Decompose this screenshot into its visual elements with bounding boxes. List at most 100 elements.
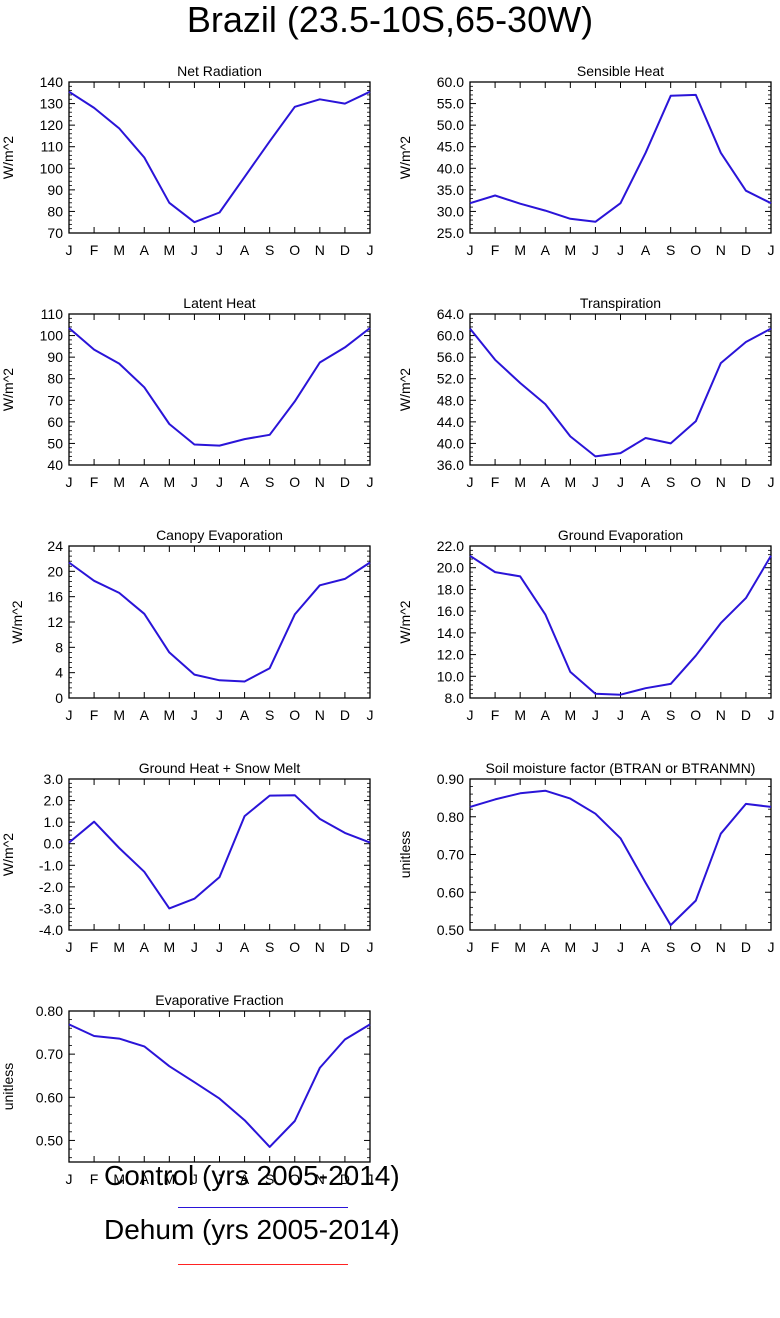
x-tick-label: F bbox=[491, 474, 500, 490]
chart-title: Ground Heat + Snow Melt bbox=[139, 760, 301, 776]
x-tick-label: S bbox=[265, 242, 274, 258]
chart-title: Latent Heat bbox=[183, 295, 255, 311]
x-tick-label: M bbox=[514, 707, 526, 723]
y-tick-label: 0.70 bbox=[437, 847, 464, 863]
chart-title: Sensible Heat bbox=[577, 63, 664, 79]
y-axis-label: W/m^2 bbox=[0, 136, 16, 179]
series-line bbox=[469, 554, 772, 696]
x-tick-label: O bbox=[690, 242, 701, 258]
x-tick-label: S bbox=[666, 939, 675, 955]
x-tick-label: O bbox=[690, 474, 701, 490]
x-tick-label: M bbox=[113, 707, 125, 723]
y-tick-label: 0.50 bbox=[437, 922, 464, 938]
x-tick-label: J bbox=[216, 1171, 223, 1187]
y-tick-label: 60.0 bbox=[437, 328, 464, 344]
plot-frame bbox=[68, 1010, 371, 1163]
x-tick-label: J bbox=[467, 939, 474, 955]
y-tick-label: 1.0 bbox=[44, 814, 64, 830]
series-line bbox=[469, 93, 772, 223]
y-tick-label: 64.0 bbox=[437, 306, 464, 322]
x-tick-label: J bbox=[66, 939, 73, 955]
x-tick-label: J bbox=[592, 939, 599, 955]
x-tick-label: O bbox=[289, 707, 300, 723]
y-tick-label: 10.0 bbox=[437, 668, 464, 684]
chart-title: Ground Evaporation bbox=[558, 527, 683, 543]
y-tick-label: 4 bbox=[55, 665, 63, 681]
y-tick-label: 8 bbox=[55, 639, 63, 655]
x-tick-label: J bbox=[367, 242, 374, 258]
y-tick-label: 45.0 bbox=[437, 139, 464, 155]
y-tick-label: 40 bbox=[47, 457, 63, 473]
x-tick-label: J bbox=[66, 474, 73, 490]
y-tick-label: -3.0 bbox=[39, 900, 63, 916]
x-tick-label: S bbox=[265, 474, 274, 490]
x-tick-label: J bbox=[592, 707, 599, 723]
y-tick-label: 100 bbox=[40, 160, 64, 176]
y-tick-label: 36.0 bbox=[437, 457, 464, 473]
y-axis-label: W/m^2 bbox=[397, 600, 413, 643]
x-tick-label: F bbox=[491, 242, 500, 258]
chart-title: Net Radiation bbox=[177, 63, 262, 79]
x-tick-label: S bbox=[265, 1171, 274, 1187]
x-tick-label: O bbox=[289, 1171, 300, 1187]
y-tick-label: 16 bbox=[47, 589, 63, 605]
y-tick-label: 110 bbox=[41, 306, 64, 322]
y-tick-label: 140 bbox=[40, 74, 64, 90]
y-axis-label: unitless bbox=[0, 1063, 16, 1110]
y-tick-label: 0.90 bbox=[437, 771, 464, 787]
x-tick-label: M bbox=[163, 707, 175, 723]
legend-dehum-label: Dehum (yrs 2005-2014) bbox=[104, 1214, 400, 1245]
x-tick-label: M bbox=[113, 242, 125, 258]
chart-panel: Sensible Heat 25.0 30.0 35.0 40.0 45.0 50.0 55.… bbox=[397, 63, 775, 258]
x-tick-label: S bbox=[666, 474, 675, 490]
y-axis-label: W/m^2 bbox=[0, 833, 16, 876]
x-tick-label: A bbox=[140, 242, 150, 258]
x-tick-label: F bbox=[491, 707, 500, 723]
x-tick-label: F bbox=[90, 1171, 99, 1187]
x-tick-label: S bbox=[265, 707, 274, 723]
y-tick-label: 20.0 bbox=[437, 560, 464, 576]
x-tick-label: J bbox=[617, 707, 624, 723]
y-tick-label: 0.60 bbox=[36, 1089, 63, 1105]
y-axis-label: W/m^2 bbox=[397, 136, 413, 179]
chart-panel: Transpiration 36.0 40.0 44.0 48.0 52.0 56.0 60.… bbox=[397, 295, 775, 490]
chart-title: Transpiration bbox=[580, 295, 661, 311]
y-tick-label: 25.0 bbox=[437, 225, 464, 241]
y-tick-label: 0.60 bbox=[437, 884, 464, 900]
y-axis-label: W/m^2 bbox=[397, 368, 413, 411]
x-tick-label: D bbox=[340, 242, 350, 258]
y-tick-label: 70 bbox=[47, 392, 63, 408]
x-tick-label: N bbox=[315, 474, 325, 490]
series-line bbox=[469, 789, 772, 927]
x-tick-label: J bbox=[592, 474, 599, 490]
y-tick-label: 48.0 bbox=[437, 392, 464, 408]
x-tick-label: A bbox=[140, 939, 150, 955]
y-tick-label: 70 bbox=[47, 225, 63, 241]
y-tick-label: 60.0 bbox=[437, 74, 464, 90]
x-tick-label: M bbox=[564, 707, 576, 723]
y-tick-label: 50 bbox=[47, 435, 63, 451]
plot-frame bbox=[469, 778, 772, 931]
x-tick-label: D bbox=[741, 707, 751, 723]
y-tick-label: 16.0 bbox=[437, 603, 464, 619]
y-tick-label: 60 bbox=[47, 414, 63, 430]
x-tick-label: M bbox=[564, 474, 576, 490]
y-tick-label: 52.0 bbox=[437, 371, 464, 387]
x-tick-label: S bbox=[265, 939, 274, 955]
x-tick-label: J bbox=[66, 1171, 73, 1187]
x-tick-label: N bbox=[716, 939, 726, 955]
x-tick-label: J bbox=[191, 707, 198, 723]
x-tick-label: M bbox=[113, 474, 125, 490]
y-tick-label: 2.0 bbox=[44, 793, 64, 809]
plot-frame bbox=[68, 81, 371, 234]
x-tick-label: A bbox=[140, 707, 150, 723]
series-line bbox=[68, 1023, 371, 1148]
y-tick-label: 55.0 bbox=[437, 96, 464, 112]
x-tick-label: J bbox=[66, 707, 73, 723]
y-tick-label: 0.80 bbox=[437, 809, 464, 825]
x-tick-label: A bbox=[240, 1171, 250, 1187]
legend-control-label: Control (yrs 2005-2014) bbox=[104, 1160, 400, 1191]
